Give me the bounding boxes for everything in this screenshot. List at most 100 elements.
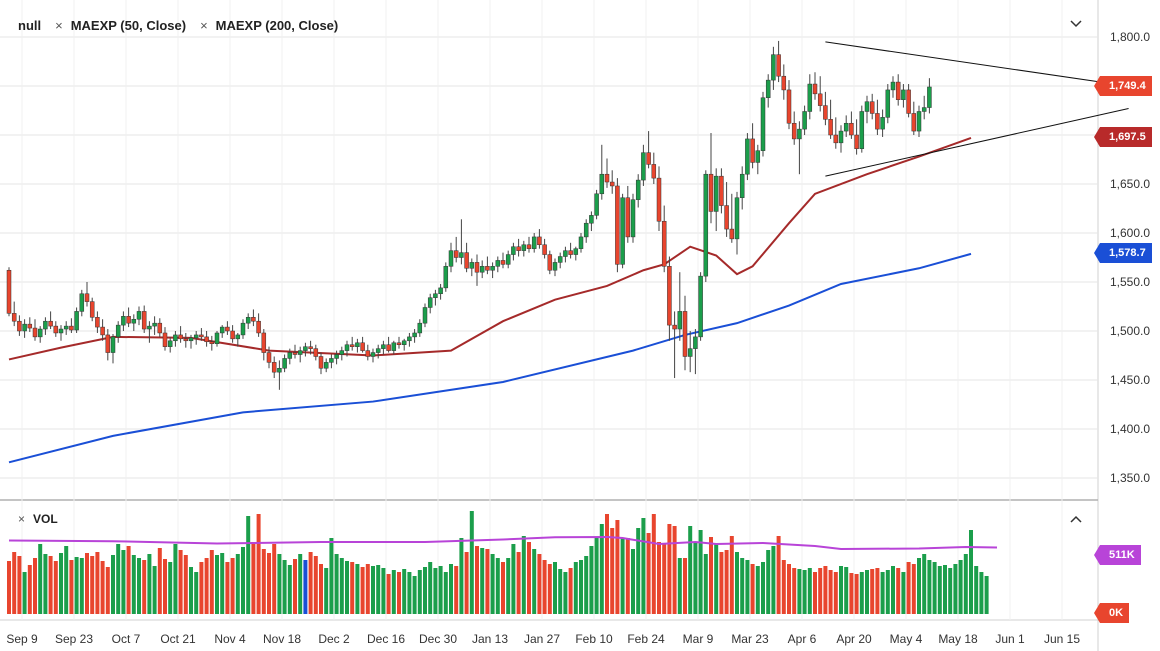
volume-bar bbox=[823, 566, 828, 614]
volume-bar bbox=[594, 538, 599, 614]
volume-bar bbox=[605, 514, 609, 614]
candle-down bbox=[27, 323, 33, 329]
volume-bar bbox=[579, 560, 583, 614]
candle-down bbox=[251, 317, 256, 322]
time-tick-label: Jan 27 bbox=[524, 632, 560, 646]
candle-up bbox=[630, 199, 636, 238]
volume-bar bbox=[428, 562, 433, 614]
remove-ma50-icon[interactable]: × bbox=[55, 17, 63, 33]
candle-up bbox=[916, 111, 922, 132]
volume-bar bbox=[880, 572, 885, 614]
candle-up bbox=[921, 107, 927, 112]
volume-bar bbox=[896, 568, 901, 614]
candle-down bbox=[708, 173, 714, 212]
volume-bar bbox=[584, 556, 589, 614]
candle-down bbox=[833, 134, 839, 144]
volume-bar bbox=[95, 552, 100, 614]
candle-up bbox=[469, 262, 475, 269]
remove-ma200-icon[interactable]: × bbox=[200, 17, 208, 33]
ma50-badge: 1,697.5 bbox=[1094, 127, 1152, 147]
chevron-up-icon[interactable] bbox=[1068, 511, 1084, 527]
volume-bar bbox=[542, 560, 547, 614]
candle-up bbox=[687, 348, 693, 357]
candle-down bbox=[849, 122, 854, 136]
remove-volume-icon[interactable]: × bbox=[18, 512, 26, 526]
volume-bar bbox=[719, 552, 724, 614]
volume-bar bbox=[553, 562, 557, 614]
candle-down bbox=[500, 260, 506, 265]
candle-down bbox=[812, 83, 818, 95]
candle-down bbox=[526, 244, 532, 249]
candle-up bbox=[511, 246, 516, 255]
candle-down bbox=[786, 89, 792, 124]
candle-up bbox=[401, 340, 407, 345]
candle-down bbox=[209, 341, 215, 344]
candle-down bbox=[485, 266, 490, 271]
volume-bar bbox=[870, 569, 875, 614]
candle-down bbox=[615, 185, 620, 265]
volume-bar bbox=[807, 568, 812, 614]
candle-down bbox=[95, 317, 100, 328]
candle-down bbox=[464, 252, 469, 269]
time-tick-label: Apr 6 bbox=[788, 632, 817, 646]
candle-up bbox=[531, 236, 537, 249]
candle-down bbox=[453, 250, 459, 258]
candle-up bbox=[391, 342, 397, 351]
volume-bar bbox=[833, 572, 838, 614]
candle-up bbox=[433, 293, 438, 298]
volume-bar bbox=[433, 568, 438, 614]
volume-bar bbox=[147, 554, 152, 614]
candle-down bbox=[474, 262, 480, 273]
candle-down bbox=[84, 293, 90, 302]
candle-up bbox=[693, 336, 698, 349]
candle-down bbox=[199, 334, 204, 338]
volume-bar bbox=[116, 544, 121, 614]
volume-bar bbox=[963, 554, 968, 614]
volume-bar bbox=[183, 555, 188, 614]
candle-up bbox=[599, 173, 605, 195]
volume-bar bbox=[568, 568, 573, 614]
volume-bar bbox=[79, 558, 84, 614]
candle-up bbox=[703, 173, 709, 277]
volume-bar bbox=[667, 524, 672, 614]
candle-up bbox=[479, 266, 485, 273]
candle-up bbox=[755, 150, 761, 163]
candle-down bbox=[667, 266, 672, 326]
volume-bar bbox=[371, 566, 375, 614]
volume-bar bbox=[199, 562, 204, 614]
candle-up bbox=[63, 325, 69, 330]
volume-bar bbox=[625, 538, 630, 614]
candle-up bbox=[74, 311, 79, 331]
candle-up bbox=[890, 81, 896, 91]
volume-bar bbox=[615, 520, 620, 614]
candle-down bbox=[776, 54, 781, 77]
volume-bar bbox=[480, 548, 485, 614]
volume-bar bbox=[157, 548, 162, 614]
candle-up bbox=[147, 325, 152, 330]
volume-bar bbox=[7, 561, 11, 614]
volume-bar bbox=[891, 566, 895, 614]
volume-bar bbox=[152, 566, 157, 614]
candle-up bbox=[734, 197, 740, 240]
volume-bar bbox=[490, 554, 495, 614]
price-tick-label: 1,600.0 bbox=[1110, 226, 1150, 240]
volume-bar bbox=[787, 564, 791, 614]
candle-up bbox=[334, 354, 339, 359]
volume-bar bbox=[173, 544, 178, 614]
candle-down bbox=[604, 173, 610, 183]
chevron-down-icon[interactable] bbox=[1068, 16, 1084, 32]
candle-down bbox=[100, 326, 105, 336]
volume-bar bbox=[943, 565, 947, 614]
price-tick-label: 1,450.0 bbox=[1110, 373, 1150, 387]
volume-bar bbox=[802, 570, 807, 614]
ma200-line bbox=[8, 252, 972, 464]
volume-bar bbox=[246, 516, 251, 614]
candle-up bbox=[490, 266, 495, 271]
volume-bar bbox=[220, 553, 225, 614]
candle-down bbox=[854, 134, 859, 149]
volume-bar bbox=[475, 546, 479, 614]
volume-bar bbox=[646, 533, 651, 614]
volume-bar bbox=[984, 576, 989, 614]
candle-down bbox=[651, 164, 657, 179]
